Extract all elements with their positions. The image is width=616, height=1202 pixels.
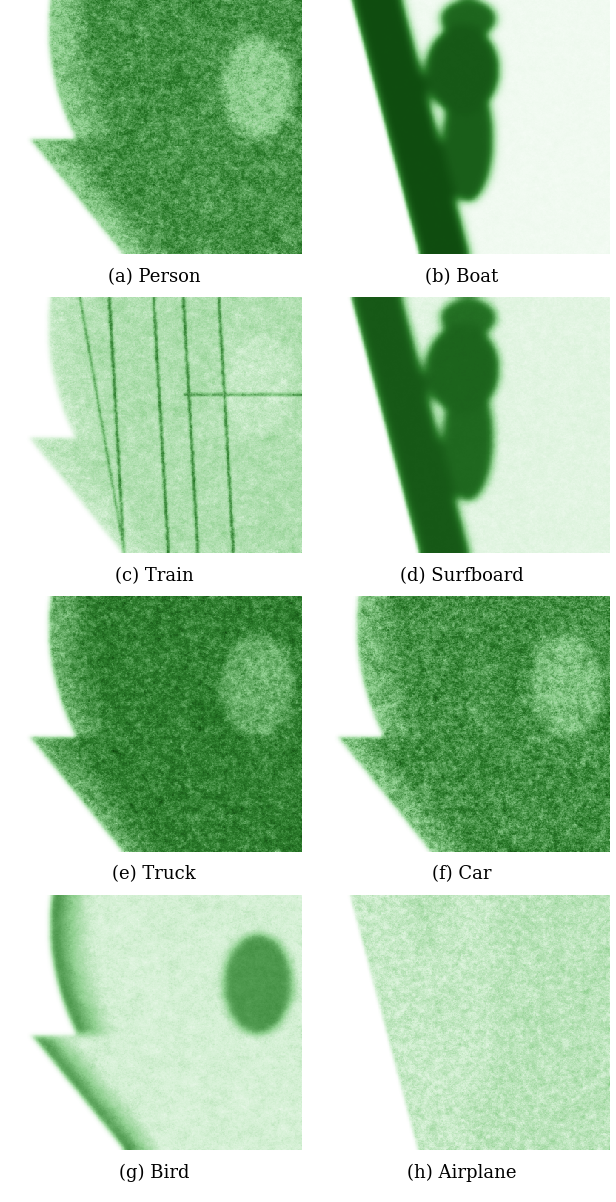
Text: (f) Car: (f) Car [432, 865, 492, 883]
Text: (a) Person: (a) Person [108, 268, 200, 286]
Text: (g) Bird: (g) Bird [119, 1164, 189, 1183]
Text: (d) Surfboard: (d) Surfboard [400, 567, 524, 584]
Text: (h) Airplane: (h) Airplane [407, 1164, 517, 1183]
Text: (b) Boat: (b) Boat [426, 268, 498, 286]
Text: (c) Train: (c) Train [115, 567, 193, 584]
Text: (e) Truck: (e) Truck [112, 865, 196, 883]
